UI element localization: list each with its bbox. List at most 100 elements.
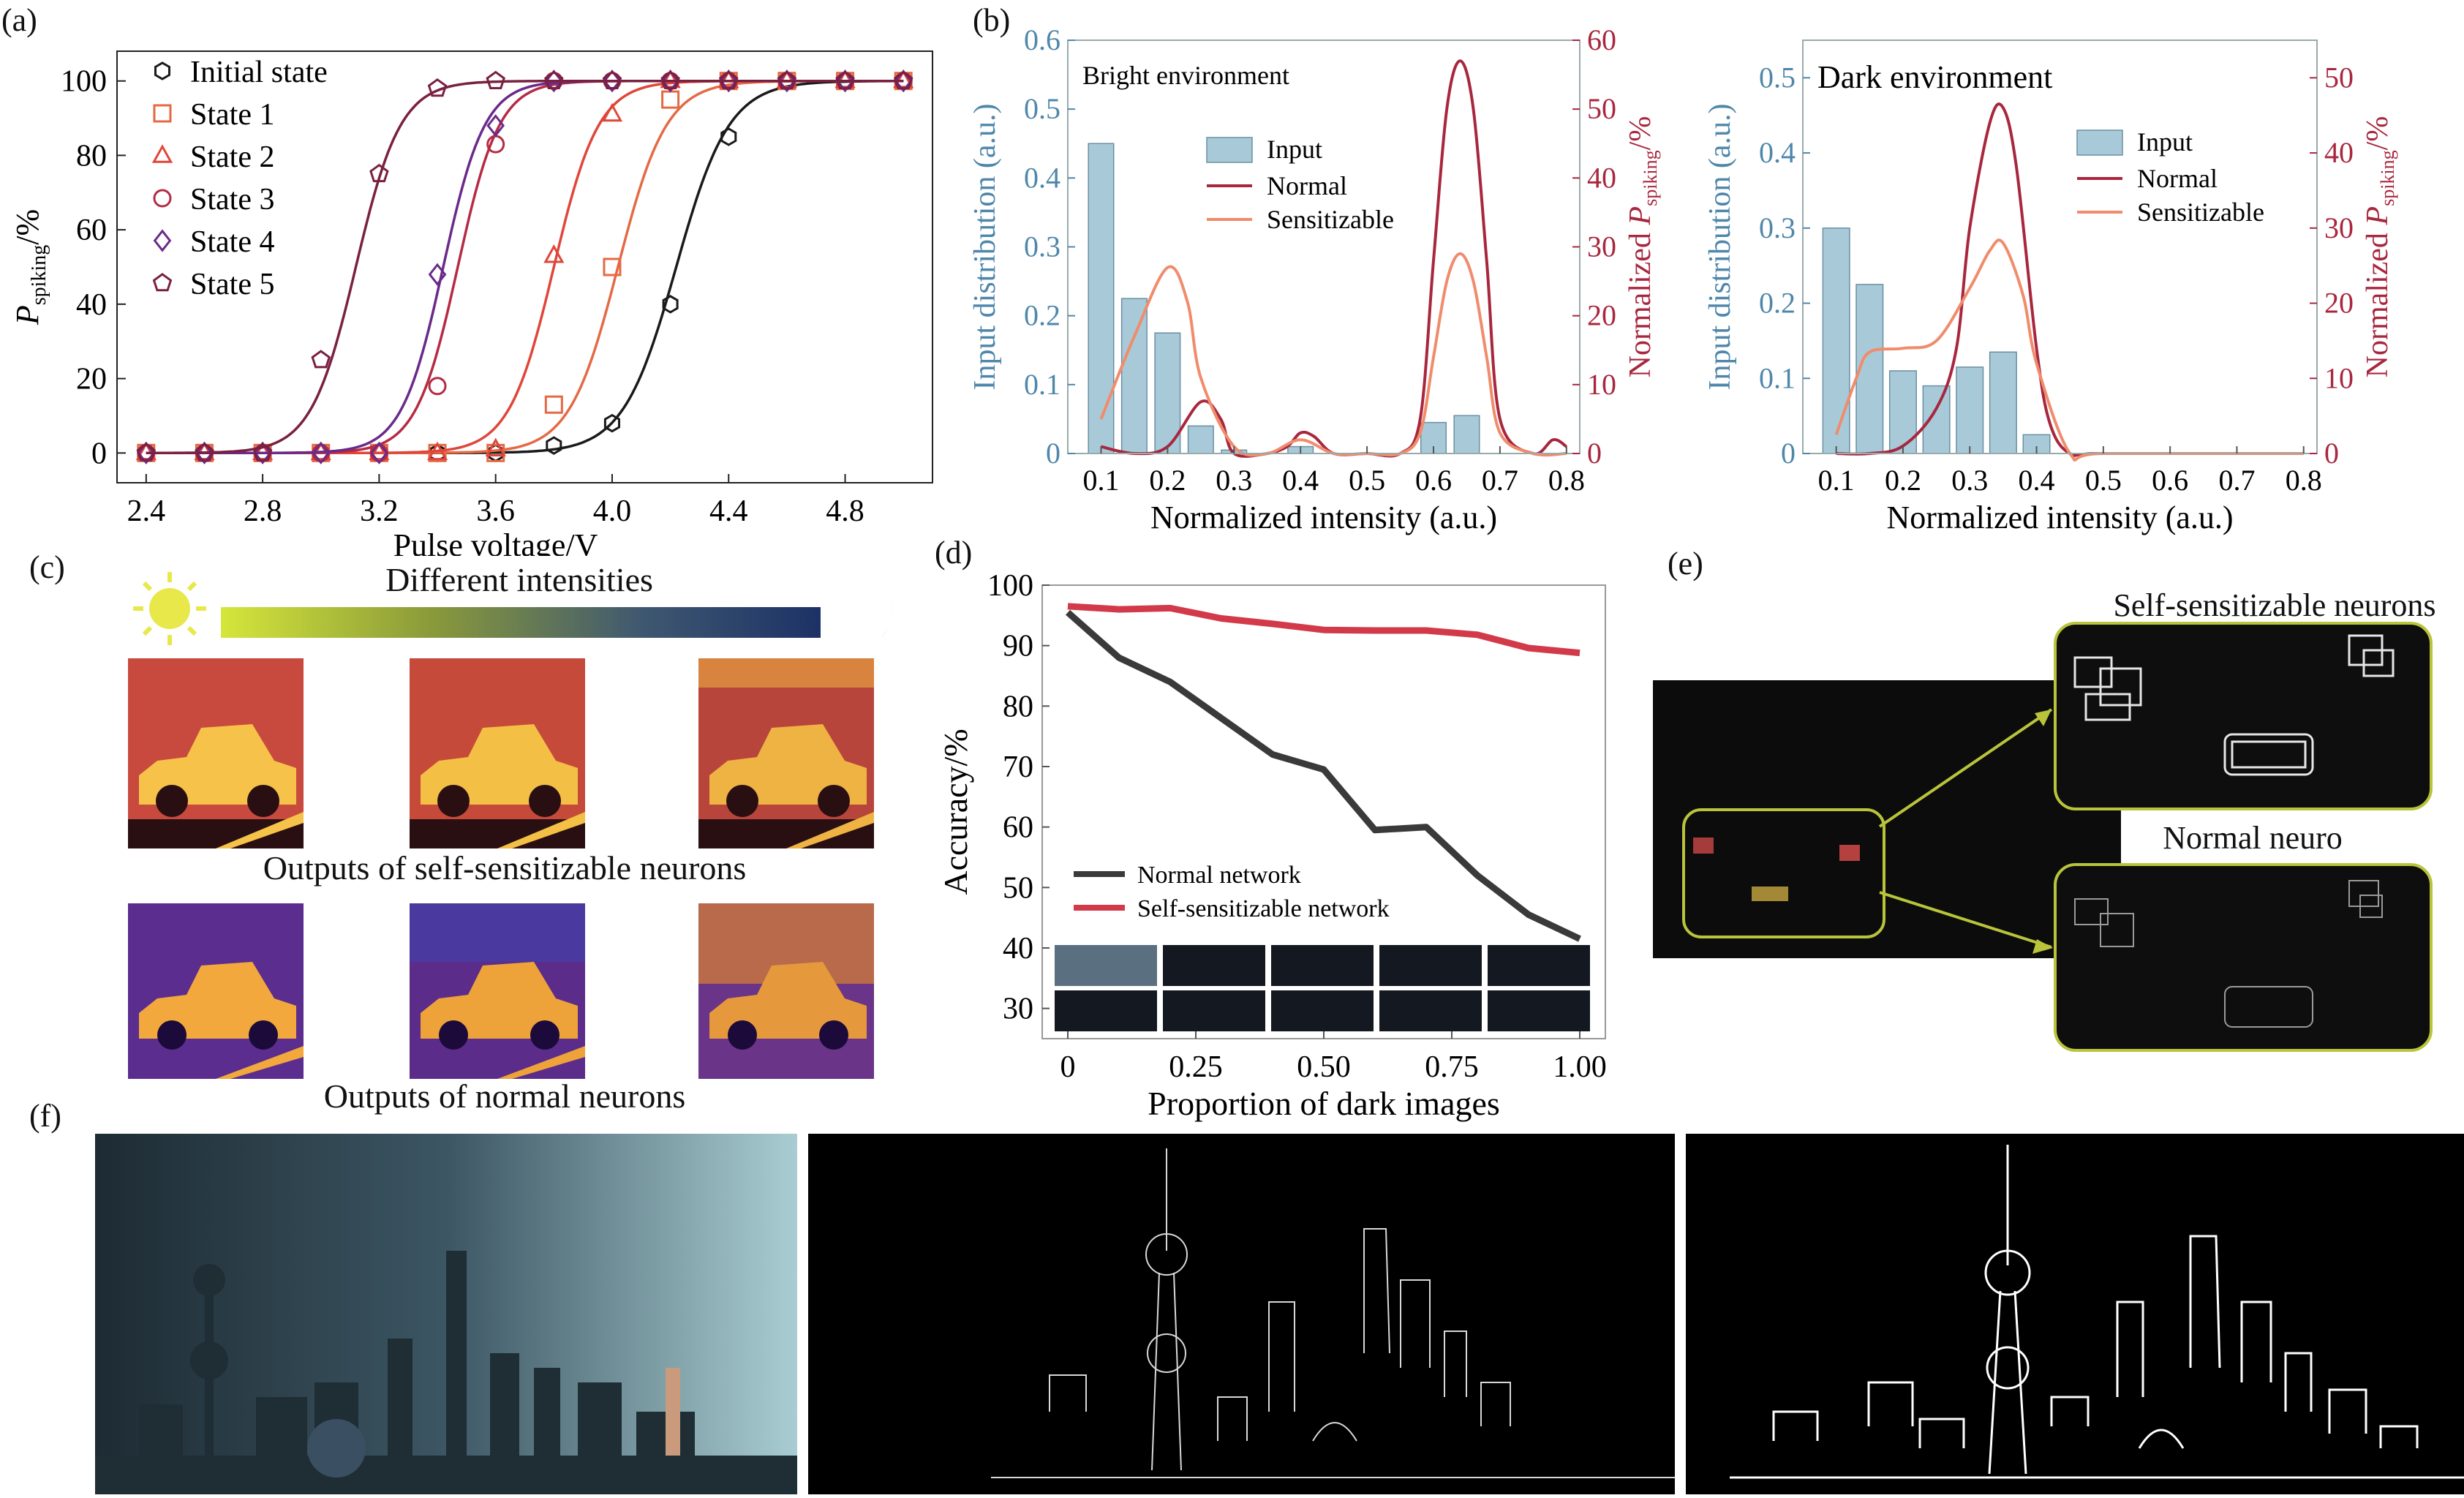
panel-label-c: (c) (29, 549, 65, 585)
data-point (544, 395, 563, 414)
y-tick-label: 70 (1003, 750, 1033, 784)
x-tick-label: 0.1 (1082, 464, 1119, 497)
data-point (311, 350, 331, 369)
x-axis-label: Normalized intensity (a.u.) (1150, 500, 1497, 535)
sensitized-output-bright (128, 658, 304, 848)
thumbnail-strip (1055, 945, 1590, 1031)
data-point (195, 443, 214, 462)
input-bar (1187, 425, 1214, 454)
input-bar (1154, 332, 1181, 454)
y-right-tick-label: 20 (1587, 299, 1616, 332)
y-left-tick-label: 0.2 (1759, 287, 1796, 320)
y-left-tick-label: 0.2 (1024, 299, 1060, 332)
legend-label: Normal (2137, 164, 2218, 193)
x-tick-label: 0.8 (1548, 464, 1585, 497)
series-state-5 (136, 70, 913, 462)
x-tick-label: 0.50 (1297, 1050, 1351, 1084)
x-tick-label: 4.4 (709, 494, 748, 528)
x-tick-label: 0.8 (2286, 464, 2322, 497)
dark-scene-image (1653, 680, 2121, 958)
data-point (486, 114, 505, 138)
data-point (544, 69, 563, 93)
data-point (136, 443, 157, 462)
legend-label: Sensitizable (1267, 205, 1394, 234)
panel-c: Different intensities Outputs of self-se… (102, 556, 929, 1115)
data-point (661, 90, 680, 109)
y-tick-label: 30 (1003, 993, 1033, 1026)
x-axis-label: Proportion of dark images (1148, 1085, 1500, 1122)
fit-curve (146, 79, 904, 455)
normal-neuron-label: Normal neuro (2163, 820, 2343, 856)
y-tick-label: 80 (76, 139, 107, 173)
dark-image-thumbnail (1379, 945, 1482, 986)
legend-label: State 4 (190, 225, 274, 259)
x-tick-label: 0.4 (1282, 464, 1319, 497)
x-tick-label: 0.7 (1482, 464, 1518, 497)
normal-output-dark (698, 903, 874, 1079)
data-point (369, 441, 390, 461)
legend-marker (152, 273, 173, 292)
y-tick-label: 60 (1003, 811, 1033, 845)
input-bar (1453, 415, 1480, 454)
self-sensitizable-output-image (2054, 622, 2433, 810)
panel-label-a: (a) (1, 2, 37, 38)
legend-label: Normal (1267, 171, 1347, 200)
panel-label-b: (b) (973, 2, 1011, 38)
dark-image-thumbnail (1163, 945, 1265, 986)
input-bar (1888, 370, 1917, 454)
legend-input-swatch (1206, 137, 1253, 163)
y-tick-label: 50 (1003, 871, 1033, 905)
x-tick-label: 4.0 (593, 494, 632, 528)
y-tick-label: 100 (987, 569, 1033, 603)
chart-title: Bright environment (1082, 61, 1289, 90)
dark-image-thumbnail (1055, 945, 1157, 986)
moon-icon (841, 576, 892, 648)
normal-output-mid (410, 903, 585, 1079)
y-left-tick-label: 0.5 (1759, 61, 1796, 94)
y-right-axis-label: Normalized Pspiking/% (1624, 116, 1661, 378)
data-point (893, 70, 913, 89)
y-left-tick-label: 0.3 (1759, 211, 1796, 244)
skyline-sensitized-edges-image (1686, 1134, 2464, 1494)
y-tick-label: 40 (1003, 932, 1033, 966)
x-tick-label: 0.6 (1415, 464, 1452, 497)
x-tick-label: 3.6 (476, 494, 515, 528)
legend-label: Initial state (190, 56, 328, 89)
legend-input-label: Input (1267, 135, 1322, 164)
panel-e: Self-sensitizable neurons Normal neuro (1646, 578, 2464, 1090)
car-light-right (1839, 845, 1860, 861)
data-point (894, 69, 913, 93)
input-bar (1922, 385, 1951, 454)
legend-marker (153, 189, 172, 208)
fit-curve (146, 79, 904, 455)
legend-input-swatch (2076, 129, 2123, 156)
data-point (137, 441, 156, 464)
y-axis-label: Accuracy/% (937, 729, 974, 895)
panel-label-e: (e) (1668, 546, 1703, 581)
legend-label: State 5 (190, 268, 274, 301)
fit-curve (146, 79, 904, 455)
series-sensitizable (1834, 238, 2304, 462)
x-tick-label: 0.5 (2085, 464, 2122, 497)
normal-output-bright (128, 903, 304, 1079)
dark-image-thumbnail (1488, 990, 1590, 1031)
chart-title: Dark environment (1817, 59, 2052, 95)
y-tick-label: 60 (76, 214, 107, 247)
sensitized-output-mid (410, 658, 585, 848)
dark-image-thumbnail (1163, 990, 1265, 1031)
dark-image-thumbnail (1379, 990, 1482, 1031)
data-point (719, 69, 738, 93)
y-right-tick-label: 60 (1587, 23, 1616, 56)
data-point (602, 70, 622, 89)
data-point (893, 69, 914, 89)
data-point (603, 413, 620, 433)
fit-curve (146, 79, 904, 455)
fit-curve (146, 79, 904, 455)
chart-a: 2.4 2.8 3.2 3.6 4.0 4.4 4.8 0 20 40 60 80 100 Pulse v… (10, 50, 933, 556)
x-tick-label: 0.2 (1149, 464, 1186, 497)
series-line (1066, 609, 1581, 942)
car-plate (1752, 887, 1788, 901)
data-point (195, 441, 214, 464)
data-point (486, 70, 505, 89)
data-point (777, 70, 797, 89)
